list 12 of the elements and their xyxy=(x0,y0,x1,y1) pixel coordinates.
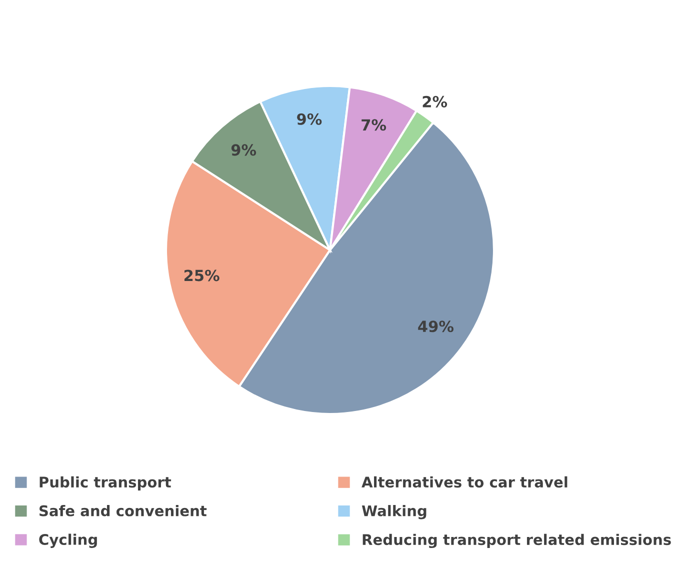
data-label: 49% xyxy=(418,320,454,332)
data-label: 9% xyxy=(231,144,256,156)
data-label: 2% xyxy=(422,96,448,108)
data-label: 9% xyxy=(297,113,322,125)
legend-label: Safe and convenient xyxy=(40,505,207,516)
legend-label: Walking xyxy=(362,505,426,520)
legend-label: Reducing transport related emissions xyxy=(362,534,671,548)
legend-label: Public transport xyxy=(40,476,172,490)
legend-label: Alternatives to car travel xyxy=(362,476,568,488)
data-label: 7% xyxy=(362,119,386,131)
legend-label: Cycling xyxy=(39,534,97,548)
data-label: 25% xyxy=(184,270,220,282)
